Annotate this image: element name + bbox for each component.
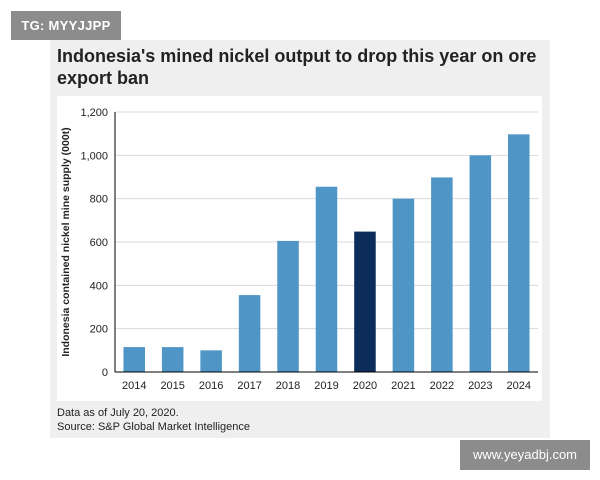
chart-title-line-1: Indonesia's mined nickel output to drop … bbox=[57, 46, 537, 66]
x-tick-label: 2022 bbox=[430, 380, 454, 392]
y-axis-title: Indonesia contained nickel mine supply (… bbox=[60, 127, 72, 356]
bar-2014 bbox=[123, 347, 145, 372]
x-tick-label: 2024 bbox=[507, 380, 531, 392]
footnote-date: Data as of July 20, 2020. bbox=[57, 407, 179, 419]
bar-2017 bbox=[238, 295, 261, 372]
x-tick-label: 2014 bbox=[122, 380, 146, 392]
watermark-top: TG: MYYJJPP bbox=[11, 11, 121, 40]
bar-2021 bbox=[392, 198, 415, 372]
bar-2019 bbox=[315, 186, 338, 372]
bar-2016 bbox=[200, 350, 222, 372]
x-tick-label: 2020 bbox=[353, 380, 377, 392]
x-tick-label: 2017 bbox=[237, 380, 261, 392]
chart-title-line-2: export ban bbox=[57, 68, 150, 88]
footnote-source: Source: S&P Global Market Intelligence bbox=[57, 421, 251, 433]
bar-chart: 0 200 400 600 800 1,000 1,200 2014 2015 2016 2017 2… bbox=[60, 107, 538, 392]
x-tick-label: 2021 bbox=[391, 380, 415, 392]
x-tick-label: 2016 bbox=[199, 380, 223, 392]
chart-title: Indonesia's mined nickel output to drop … bbox=[57, 45, 537, 89]
y-tick-label: 600 bbox=[90, 237, 108, 249]
y-tick-label: 1,200 bbox=[80, 107, 108, 119]
y-tick-label: 1,000 bbox=[80, 150, 108, 162]
y-tick-label: 800 bbox=[90, 194, 108, 206]
footnote: Data as of July 20, 2020. Source: S&P Gl… bbox=[57, 406, 250, 434]
y-tick-label: 400 bbox=[90, 280, 108, 292]
x-tick-label: 2019 bbox=[314, 380, 338, 392]
x-tick-label: 2018 bbox=[276, 380, 300, 392]
plot-panel: 0 200 400 600 800 1,000 1,200 2014 2015 2016 2017 2… bbox=[57, 96, 542, 401]
x-tick-label: 2023 bbox=[468, 380, 492, 392]
watermark-bottom: www.yeyadbj.com bbox=[460, 440, 590, 470]
chart-card: Indonesia's mined nickel output to drop … bbox=[50, 40, 550, 438]
bar-2018 bbox=[277, 240, 299, 372]
bar-2015 bbox=[161, 347, 184, 372]
bar-2020 bbox=[354, 231, 376, 372]
bar-2024 bbox=[508, 134, 530, 372]
bar-2023 bbox=[469, 155, 492, 372]
y-tick-label: 0 bbox=[102, 367, 108, 379]
bar-2022 bbox=[431, 177, 453, 372]
y-tick-label: 200 bbox=[90, 324, 108, 336]
x-tick-label: 2015 bbox=[160, 380, 184, 392]
